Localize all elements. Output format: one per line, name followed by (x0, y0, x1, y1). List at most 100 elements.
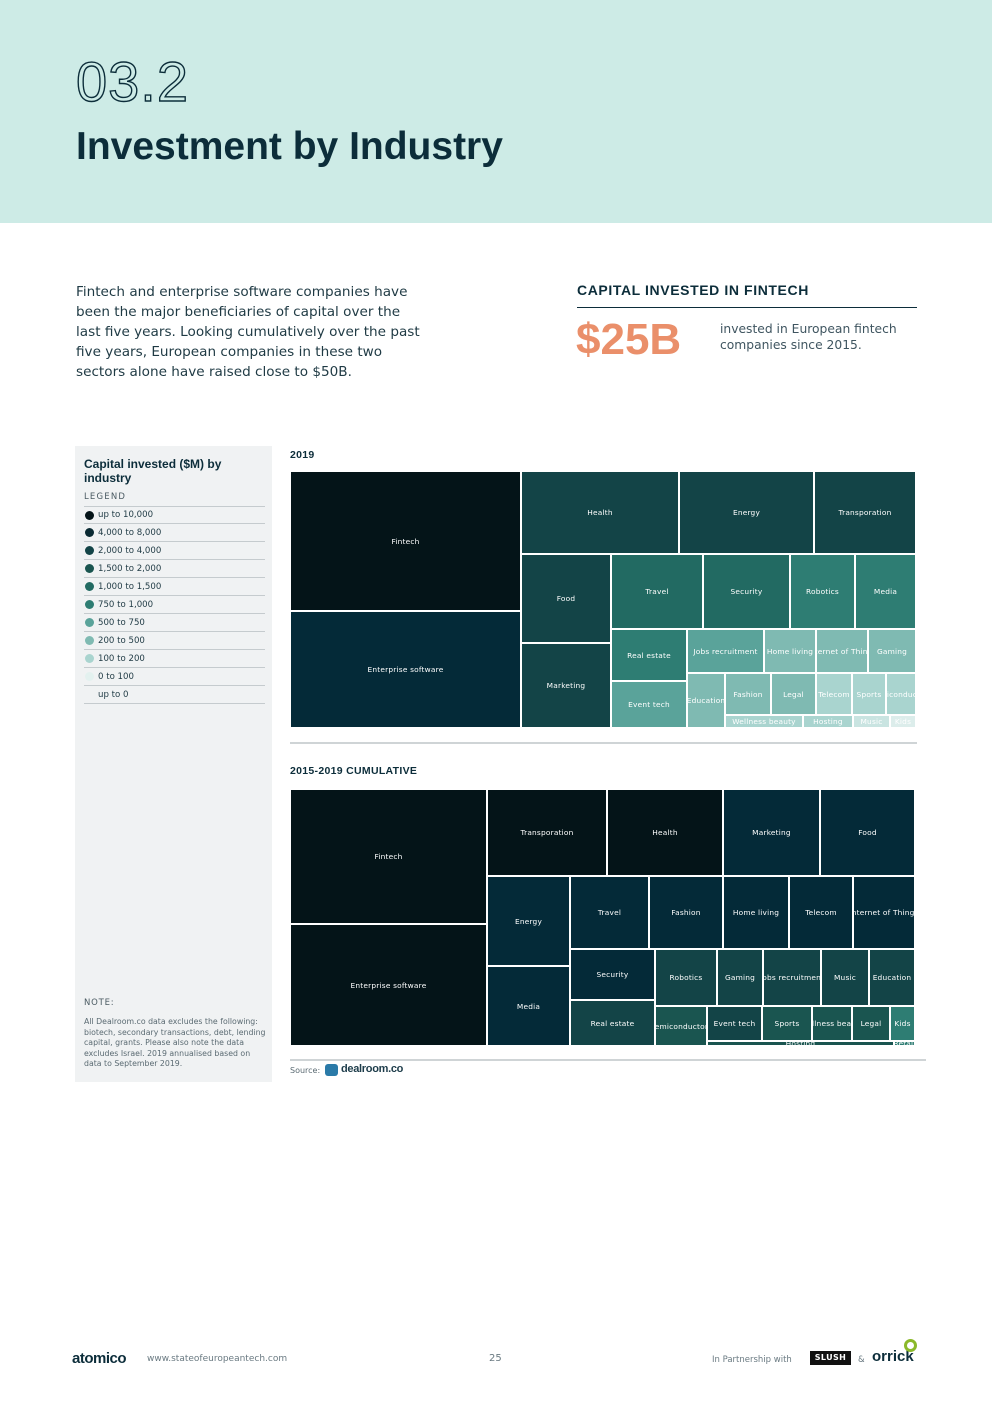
dealroom-logo: dealroom.co (341, 1063, 404, 1075)
treemap-cell-label: Education (687, 696, 725, 705)
legend-item: 4,000 to 8,000 (84, 524, 265, 542)
treemap-cell: Event tech (611, 681, 687, 728)
treemap-cell-label: Security (596, 970, 629, 979)
treemap-cell-label: Telecom (805, 908, 837, 917)
note-text: All Dealroom.co data excludes the follow… (84, 1017, 266, 1069)
treemap-cell: Marketing (723, 789, 820, 876)
treemap-cell-label: Fashion (671, 908, 701, 917)
legend-swatch (85, 672, 94, 681)
treemap-cell-label: Hosting (785, 1041, 816, 1046)
legend-item: 100 to 200 (84, 650, 265, 668)
legend-swatch (85, 510, 94, 520)
treemap-cell-label: Home living (766, 646, 814, 656)
treemap-cell-label: Enterprise software (367, 665, 444, 674)
kpi-title: CAPITAL INVESTED IN FINTECH (577, 282, 809, 298)
treemap-cell-label: Robotics (669, 973, 703, 982)
legend-label: up to 10,000 (98, 510, 154, 520)
legend-item: 1,500 to 2,000 (84, 560, 265, 578)
treemap-cell: Robotics (655, 949, 717, 1006)
treemap-cell-label: Marketing (546, 681, 586, 690)
legend-item: up to 10,000 (84, 506, 265, 524)
legend-item: 200 to 500 (84, 632, 265, 650)
dealroom-logo-icon (325, 1064, 338, 1076)
section-number: 03.2 (75, 50, 189, 113)
treemap-cell: Sports (762, 1006, 812, 1041)
treemap-cell: Internet of Things (853, 876, 915, 949)
orrick-logo-mark (904, 1339, 917, 1352)
treemap-cell-label: Sports (774, 1019, 800, 1028)
treemap-cell: Security (570, 949, 655, 1000)
treemap-cell: Health (607, 789, 723, 876)
treemap-cell: Enterprise software (290, 611, 521, 728)
legend-label: 4,000 to 8,000 (98, 527, 162, 538)
treemap-cell: Media (855, 554, 916, 629)
partner-text: In Partnership with (712, 1355, 792, 1365)
treemap-cell: Retail (894, 1041, 915, 1046)
treemap-cell: Internet of Things (816, 629, 868, 673)
treemap-cell-label: Fintech (374, 852, 403, 861)
treemap-cell-label: Sports (856, 689, 882, 699)
orrick-logo: orrick (872, 1348, 914, 1365)
legend-swatch (85, 690, 94, 699)
intro-paragraph: Fintech and enterprise software companie… (76, 284, 420, 380)
legend-swatch (85, 636, 94, 645)
treemap-cell-label: Gaming (876, 646, 908, 656)
treemap-cell-label: Hosting (813, 717, 843, 726)
treemap-cell-label: Health (587, 508, 613, 517)
treemap-cell-label: Semiconductors (655, 1021, 706, 1031)
treemap-cell: Education (869, 949, 915, 1006)
treemap-cell: Real estate (611, 629, 687, 681)
treemap-cell-label: Robotics (805, 587, 839, 596)
note-heading: NOTE: (84, 998, 115, 1008)
treemap-cell: Kids (890, 715, 916, 728)
treemap-cell: Health (521, 471, 679, 554)
treemap-cell-label: Media (516, 1001, 541, 1011)
chart-title-2019: 2019 (290, 449, 315, 461)
legend-swatch (85, 564, 94, 573)
treemap-cell-label: Internet of Things (854, 908, 915, 917)
footer-url[interactable]: www.stateofeuropeantech.com (147, 1354, 288, 1364)
treemap-cell: Real estate (570, 1000, 655, 1046)
treemap-cell: Kids (890, 1006, 915, 1041)
treemap-cell: Jobs recruitment (687, 629, 764, 673)
legend-swatch (85, 654, 94, 663)
source-divider (290, 1059, 926, 1061)
treemap-cell-label: Health (652, 828, 678, 837)
chart-title-cumulative: 2015-2019 CUMULATIVE (290, 765, 418, 777)
treemap-cell: Telecom (816, 673, 852, 715)
treemap-cell-label: Legal (860, 1019, 882, 1028)
treemap-cell-label: Legal (783, 689, 804, 699)
legend-label: 0 to 100 (98, 671, 134, 682)
treemap-cell: Travel (570, 876, 649, 949)
treemap-cell: Event tech (707, 1006, 762, 1041)
treemap-cell: Jobs recruitment (763, 949, 821, 1006)
legend-item: 0 to 100 (84, 668, 265, 686)
legend-label: 100 to 200 (98, 653, 145, 664)
treemap-cell-label: Transporation (520, 828, 574, 837)
treemap-cell-label: Travel (597, 908, 622, 917)
treemap-cell: Transporation (814, 471, 916, 554)
treemap-cell-label: Food (858, 828, 877, 837)
treemap-cell-label: Enterprise software (350, 980, 427, 990)
treemap-cell: Food (820, 789, 915, 876)
legend-heading: LEGEND (84, 492, 127, 502)
legend-swatch (85, 618, 94, 627)
treemap-cell: Energy (679, 471, 814, 554)
atomico-logo[interactable]: atomico (72, 1350, 127, 1367)
treemap-cell-label: Internet of Things (817, 646, 868, 656)
treemap-cell-label: Event tech (628, 700, 670, 709)
treemap-cell-label: Music (833, 973, 857, 982)
treemap-cell: Sports (852, 673, 886, 715)
treemap-cell-label: Kids (894, 1019, 911, 1028)
kpi-divider (577, 307, 917, 308)
treemap-cumulative: Fintech Enterprise software Transporation H… (290, 789, 915, 1046)
treemap-cell: Legal (852, 1006, 890, 1041)
treemap-cell-label: Jobs recruitment (693, 646, 758, 656)
page-title: Investment by Industry (76, 125, 503, 168)
legend-item: 750 to 1,000 (84, 596, 265, 614)
legend-swatch (85, 582, 94, 591)
legend-label: 1,000 to 1,500 (98, 581, 162, 592)
treemap-cell-label: Media (873, 587, 898, 596)
treemap-cell-label: Fashion (733, 689, 763, 699)
treemap-cell-label: Jobs recruitment (763, 973, 821, 982)
